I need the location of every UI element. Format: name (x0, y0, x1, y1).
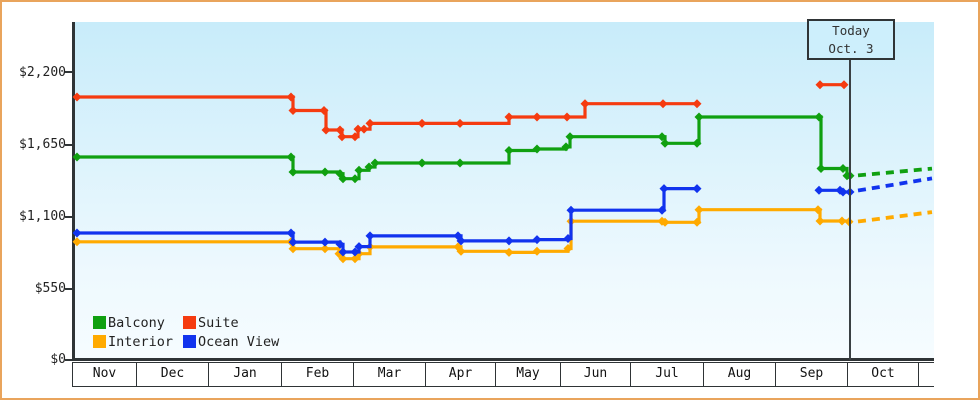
month-cell-dec: Dec (137, 363, 209, 386)
balcony-swatch-icon (93, 316, 106, 329)
legend-label: Balcony (108, 314, 165, 331)
ocean-view-swatch-icon (183, 335, 196, 348)
y-axis-line (72, 22, 75, 361)
y-axis-tick (65, 144, 73, 146)
month-cell-feb: Feb (282, 363, 354, 386)
y-axis-label: $2,200 (19, 65, 66, 80)
legend-item-interior: Interior (93, 334, 183, 350)
x-axis-line (72, 358, 934, 361)
month-cell-mar: Mar (354, 363, 426, 386)
y-axis-tick (65, 216, 73, 218)
month-cell-oct: Oct (848, 363, 919, 386)
legend-item-balcony: Balcony (93, 315, 183, 331)
series-suite (72, 80, 849, 142)
today-flag-date: Oct. 3 (828, 41, 874, 56)
x-axis-month-row: Nov Dec Jan Feb Mar Apr May Jun Jul Aug … (72, 362, 934, 387)
month-cell-jul: Jul (631, 363, 704, 386)
series-interior (72, 205, 933, 264)
y-axis-label: $0 (50, 352, 66, 367)
legend-item-suite: Suite (183, 315, 239, 331)
y-axis-tick (65, 288, 73, 290)
month-cell-jan: Jan (209, 363, 282, 386)
month-cell-apr: Apr (426, 363, 496, 386)
legend-label: Suite (198, 314, 239, 331)
legend-label: Interior (108, 333, 174, 350)
month-cell-sep: Sep (776, 363, 848, 386)
today-marker-line (849, 59, 851, 360)
series-ocean-view (72, 176, 933, 257)
legend: Balcony Suite Interior Ocean View (93, 313, 279, 351)
y-axis-tick (65, 71, 73, 73)
interior-swatch-icon (93, 335, 106, 348)
y-axis-label: $550 (34, 281, 66, 296)
y-axis-label: $1,650 (19, 137, 66, 152)
month-cell-jun: Jun (561, 363, 631, 386)
legend-item-ocean-view: Ocean View (183, 334, 279, 350)
suite-swatch-icon (183, 316, 196, 329)
month-cell-stub (919, 363, 934, 386)
plot-area[interactable] (75, 22, 934, 358)
month-cell-may: May (496, 363, 561, 386)
today-flag: Today Oct. 3 (807, 19, 895, 60)
today-flag-title: Today (832, 23, 870, 38)
y-axis-tick (65, 359, 73, 361)
month-cell-aug: Aug (704, 363, 776, 386)
month-cell-nov: Nov (72, 363, 137, 386)
legend-label: Ocean View (198, 333, 280, 350)
series-balcony (72, 112, 933, 184)
y-axis-label: $1,100 (19, 209, 66, 224)
